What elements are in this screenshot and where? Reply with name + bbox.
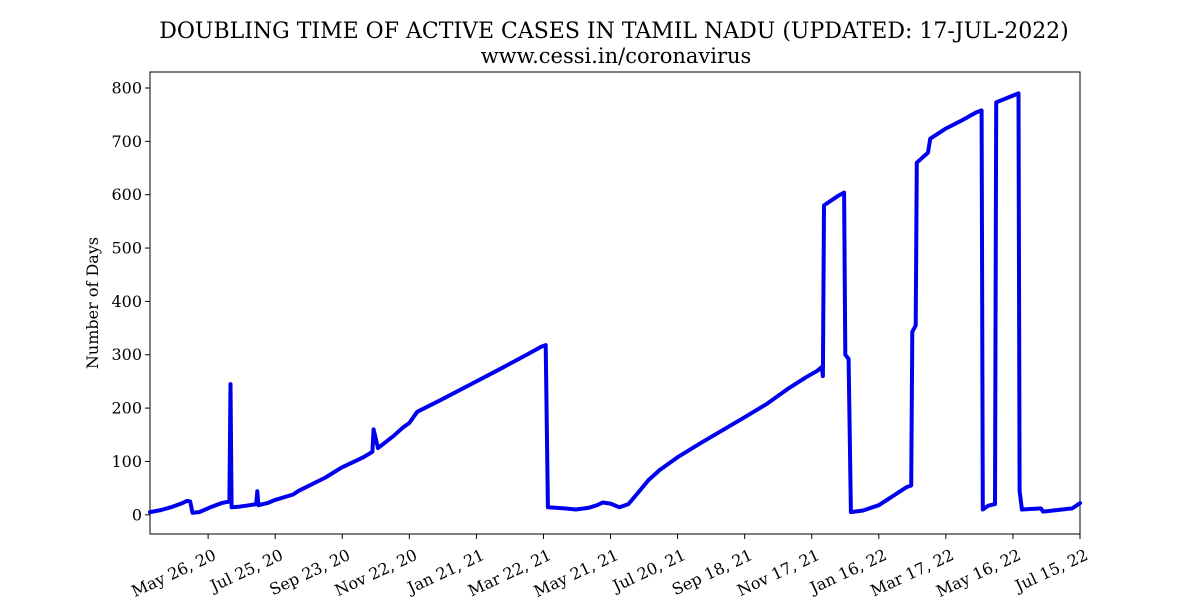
y-tick-label: 600 bbox=[111, 185, 142, 204]
y-tick-label: 100 bbox=[111, 452, 142, 471]
y-tick-label: 200 bbox=[111, 399, 142, 418]
y-tick-label: 500 bbox=[111, 239, 142, 258]
x-tick-label: Jul 15, 22 bbox=[1010, 545, 1090, 596]
plot-frame bbox=[149, 71, 1081, 535]
y-tick-label: 300 bbox=[111, 345, 142, 364]
y-tick-label: 0 bbox=[132, 505, 142, 524]
y-axis-label: Number of Days bbox=[83, 237, 102, 369]
chart-subtitle: www.cessi.in/coronavirus bbox=[481, 44, 752, 68]
series-line bbox=[148, 91, 1082, 515]
x-tick-label: May 26, 20 bbox=[128, 545, 218, 600]
y-tick-label: 700 bbox=[111, 132, 142, 151]
chart-title: DOUBLING TIME OF ACTIVE CASES IN TAMIL N… bbox=[159, 19, 1069, 44]
series-layer bbox=[148, 91, 1082, 515]
y-tick-label: 800 bbox=[111, 79, 142, 98]
y-axis: 0 100 200 300 400 500 600 700 800 bbox=[111, 79, 150, 524]
y-tick-label: 400 bbox=[111, 292, 142, 311]
